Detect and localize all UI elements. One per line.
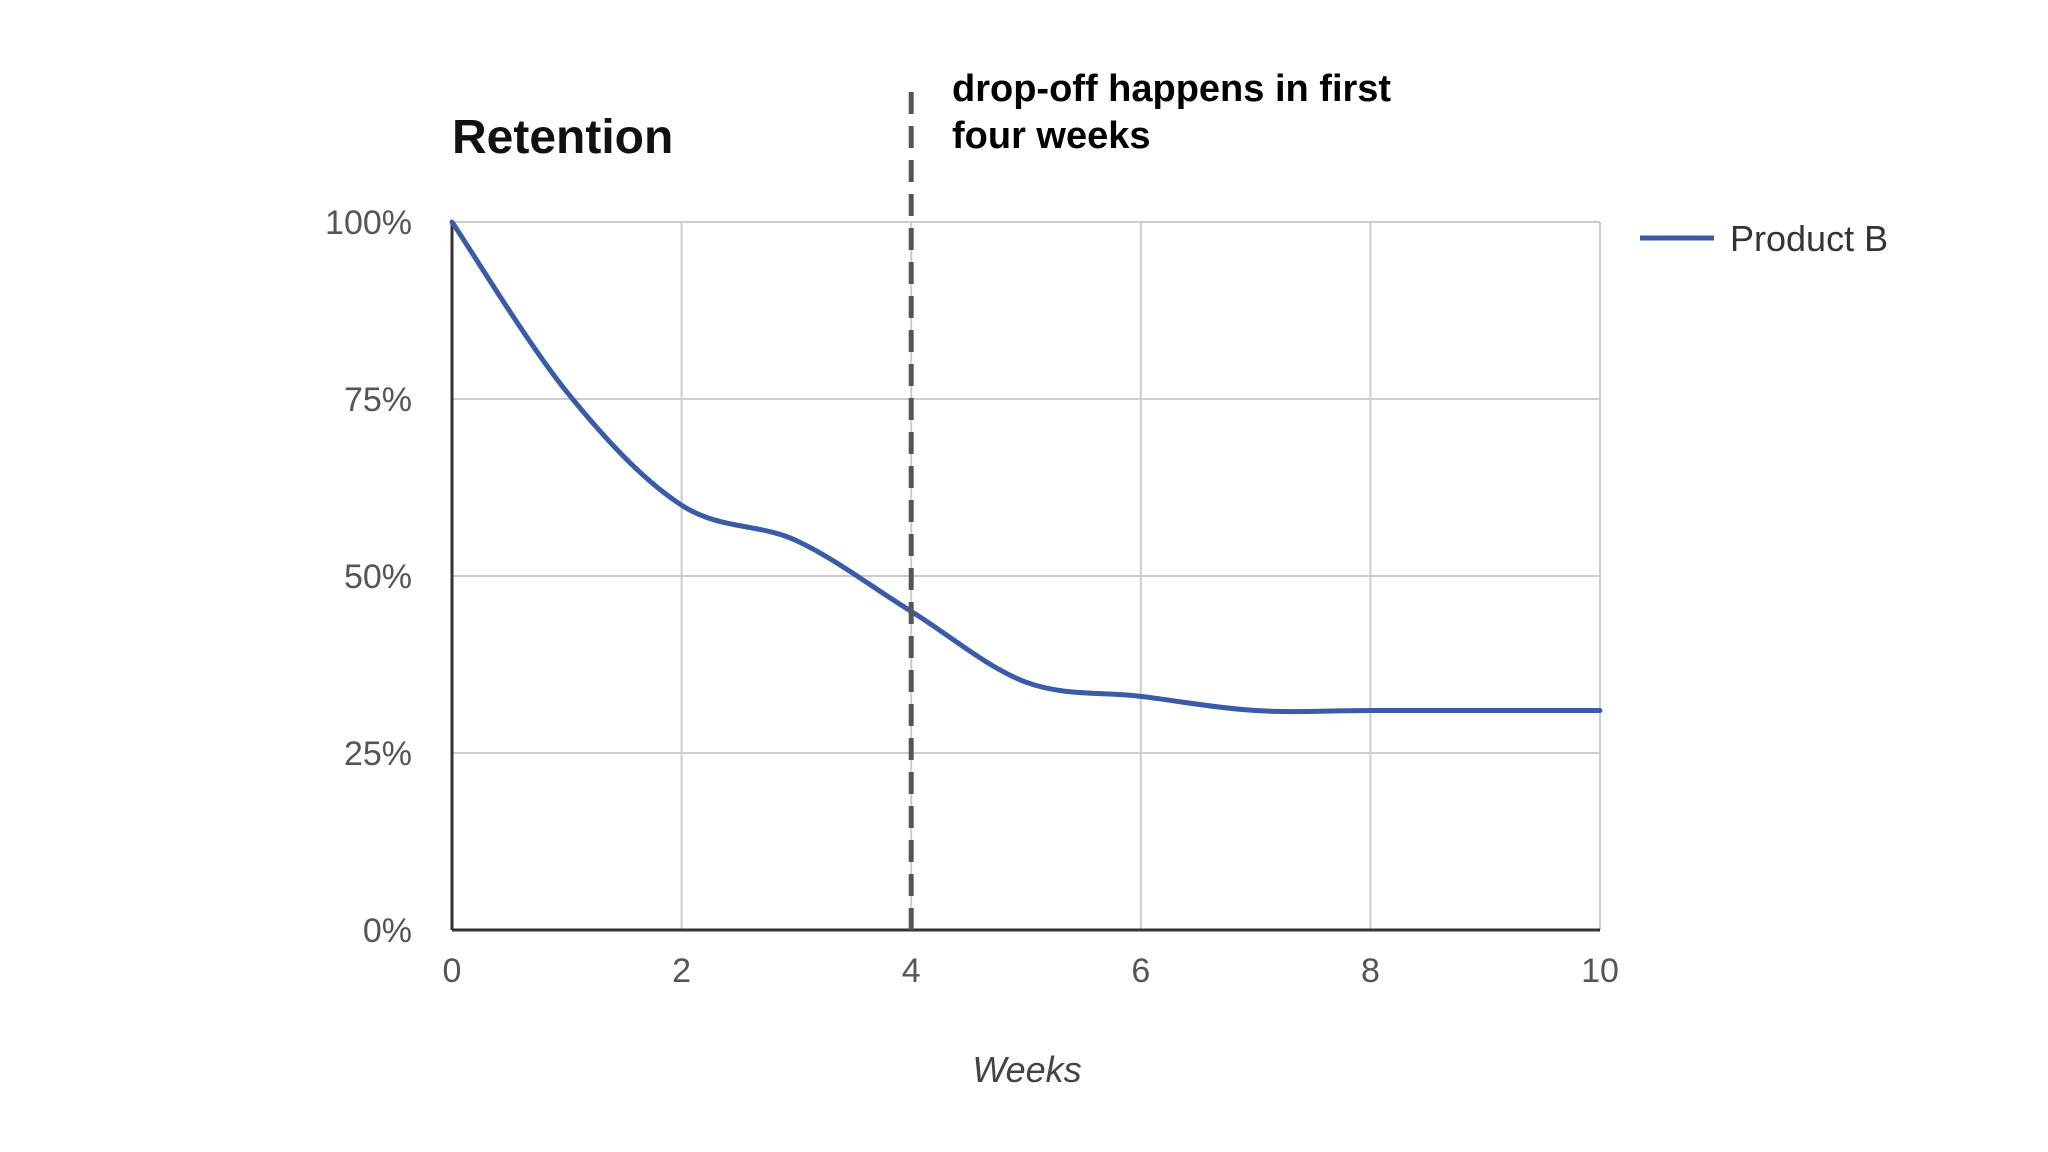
annotation-text-line-2: four weeks (952, 115, 1151, 157)
series-line-product-b (449, 219, 1603, 715)
x-tick-label: 4 (902, 952, 921, 990)
y-tick-label: 100% (325, 204, 412, 242)
x-tick-label: 6 (1131, 952, 1150, 990)
x-tick-label: 8 (1361, 952, 1380, 990)
annotation-text-line-1: drop-off happens in first (952, 68, 1391, 110)
tick-labels: 0% 25% 50% 75% 100% 0 2 4 6 8 10 (325, 204, 1619, 990)
y-tick-label: 75% (344, 381, 412, 419)
chart-title: Retention (452, 111, 673, 164)
x-tick-label: 10 (1581, 952, 1619, 990)
x-tick-label: 0 (443, 952, 462, 990)
series-lines (449, 219, 1603, 715)
x-tick-label: 2 (672, 952, 691, 990)
grid-lines (452, 221, 1601, 930)
y-tick-label: 50% (344, 558, 412, 596)
legend-label-product-b: Product B (1730, 218, 1888, 259)
x-axis-label: Weeks (972, 1049, 1081, 1090)
legend: Product B (1640, 218, 1888, 259)
axes (450, 222, 1600, 932)
y-tick-label: 0% (363, 912, 412, 950)
y-tick-label: 25% (344, 735, 412, 773)
